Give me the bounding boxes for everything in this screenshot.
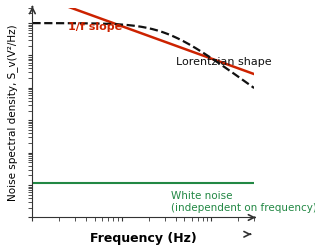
- X-axis label: Frequency (Hz): Frequency (Hz): [90, 232, 197, 245]
- Y-axis label: Noise spectral density, S_v(V²/Hz): Noise spectral density, S_v(V²/Hz): [7, 24, 18, 201]
- Text: White noise
(independent on frequency): White noise (independent on frequency): [171, 191, 315, 213]
- Text: 1/f slope: 1/f slope: [68, 22, 122, 32]
- Text: Lorentzian shape: Lorentzian shape: [176, 57, 272, 67]
